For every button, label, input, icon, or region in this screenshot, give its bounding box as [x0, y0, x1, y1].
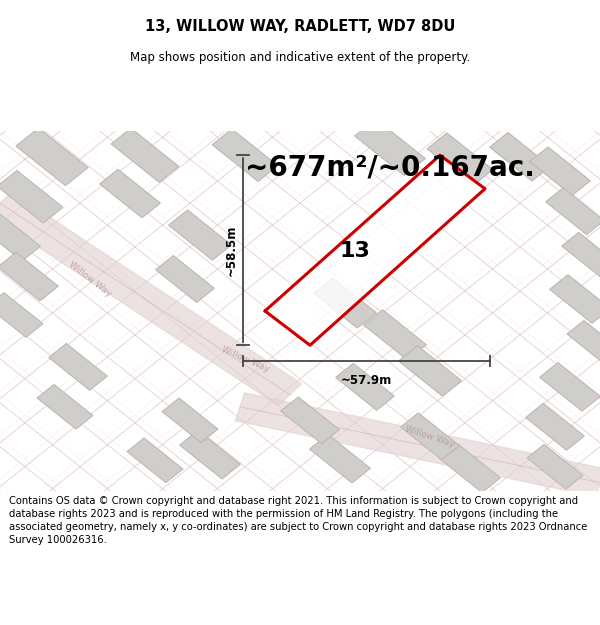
Polygon shape [0, 192, 301, 406]
Polygon shape [169, 210, 232, 260]
Text: ~58.5m: ~58.5m [224, 224, 238, 276]
Polygon shape [427, 133, 493, 186]
Polygon shape [0, 213, 40, 261]
Polygon shape [539, 362, 600, 411]
Polygon shape [398, 346, 461, 396]
Polygon shape [567, 321, 600, 365]
Polygon shape [37, 384, 93, 429]
Polygon shape [127, 438, 183, 483]
Polygon shape [212, 129, 278, 181]
Polygon shape [179, 431, 241, 479]
Polygon shape [545, 188, 600, 234]
Polygon shape [530, 147, 590, 196]
Text: 13, WILLOW WAY, RADLETT, WD7 8DU: 13, WILLOW WAY, RADLETT, WD7 8DU [145, 19, 455, 34]
Polygon shape [335, 363, 394, 410]
Polygon shape [355, 119, 425, 176]
Polygon shape [527, 444, 583, 489]
Text: Map shows position and indicative extent of the property.: Map shows position and indicative extent… [130, 51, 470, 64]
Text: ~57.9m: ~57.9m [341, 374, 392, 387]
Polygon shape [401, 413, 460, 460]
Polygon shape [100, 169, 160, 218]
Polygon shape [281, 397, 340, 444]
Polygon shape [0, 292, 43, 338]
Polygon shape [526, 403, 584, 450]
Polygon shape [265, 155, 485, 345]
Polygon shape [16, 128, 88, 186]
Polygon shape [235, 393, 600, 496]
Polygon shape [364, 310, 427, 360]
Polygon shape [0, 253, 58, 301]
Text: ~677m²/~0.167ac.: ~677m²/~0.167ac. [245, 153, 535, 181]
Polygon shape [111, 128, 179, 182]
Text: Willow Way: Willow Way [220, 344, 270, 373]
Text: Willow Way: Willow Way [67, 259, 113, 298]
Text: Contains OS data © Crown copyright and database right 2021. This information is : Contains OS data © Crown copyright and d… [9, 496, 587, 545]
Polygon shape [162, 398, 218, 442]
Polygon shape [314, 278, 376, 328]
Text: 13: 13 [340, 241, 370, 261]
Polygon shape [550, 274, 600, 323]
Polygon shape [310, 434, 370, 483]
Text: Willow Way: Willow Way [404, 424, 456, 449]
Polygon shape [490, 132, 550, 181]
Polygon shape [562, 232, 600, 278]
Polygon shape [0, 171, 63, 223]
Polygon shape [49, 343, 107, 390]
Polygon shape [440, 444, 500, 493]
Polygon shape [155, 256, 214, 302]
